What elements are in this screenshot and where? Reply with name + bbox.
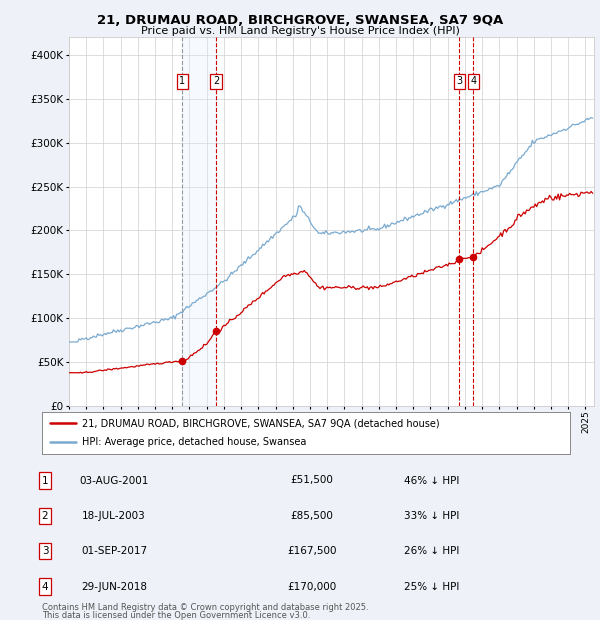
Text: 33% ↓ HPI: 33% ↓ HPI [404, 511, 460, 521]
Text: £51,500: £51,500 [290, 476, 334, 485]
Text: 3: 3 [41, 546, 49, 556]
Text: HPI: Average price, detached house, Swansea: HPI: Average price, detached house, Swan… [82, 438, 306, 448]
Bar [182, 37, 216, 406]
Text: 1: 1 [179, 76, 185, 86]
Text: 4: 4 [41, 582, 49, 591]
Text: Contains HM Land Registry data © Crown copyright and database right 2025.: Contains HM Land Registry data © Crown c… [42, 603, 368, 612]
Text: 26% ↓ HPI: 26% ↓ HPI [404, 546, 460, 556]
Text: This data is licensed under the Open Government Licence v3.0.: This data is licensed under the Open Gov… [42, 611, 310, 620]
Text: 3: 3 [456, 76, 462, 86]
Text: 25% ↓ HPI: 25% ↓ HPI [404, 582, 460, 591]
Text: 46% ↓ HPI: 46% ↓ HPI [404, 476, 460, 485]
Text: 2: 2 [213, 76, 219, 86]
Text: £167,500: £167,500 [287, 546, 337, 556]
Text: 1: 1 [41, 476, 49, 485]
Text: 18-JUL-2003: 18-JUL-2003 [82, 511, 146, 521]
Text: 01-SEP-2017: 01-SEP-2017 [81, 546, 147, 556]
Text: £170,000: £170,000 [287, 582, 337, 591]
Text: 21, DRUMAU ROAD, BIRCHGROVE, SWANSEA, SA7 9QA (detached house): 21, DRUMAU ROAD, BIRCHGROVE, SWANSEA, SA… [82, 418, 439, 428]
Text: 21, DRUMAU ROAD, BIRCHGROVE, SWANSEA, SA7 9QA: 21, DRUMAU ROAD, BIRCHGROVE, SWANSEA, SA… [97, 14, 503, 27]
Text: £85,500: £85,500 [290, 511, 334, 521]
Text: 29-JUN-2018: 29-JUN-2018 [81, 582, 147, 591]
Text: 03-AUG-2001: 03-AUG-2001 [79, 476, 149, 485]
Text: 4: 4 [470, 76, 476, 86]
Text: 2: 2 [41, 511, 49, 521]
Text: Price paid vs. HM Land Registry's House Price Index (HPI): Price paid vs. HM Land Registry's House … [140, 26, 460, 36]
